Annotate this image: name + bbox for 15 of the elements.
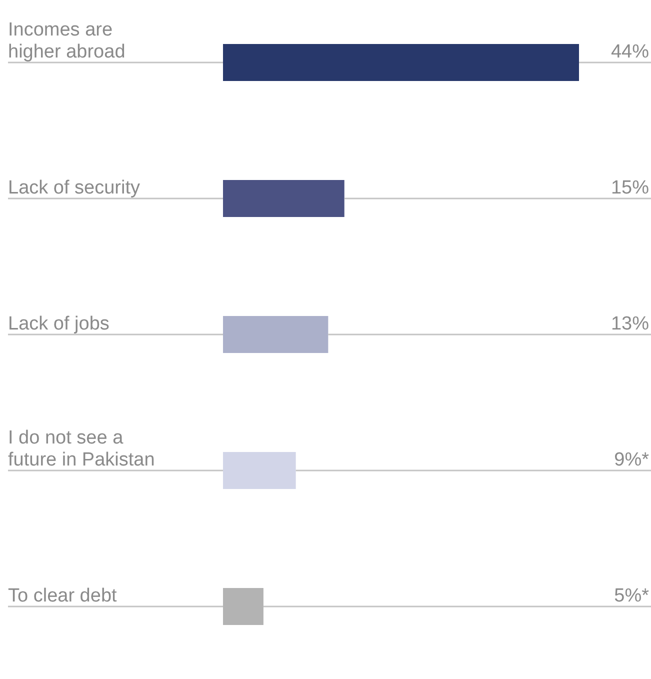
bar <box>223 452 296 489</box>
y-tick-label: Incomes are higher abroad <box>8 20 126 62</box>
bar <box>223 316 328 353</box>
bar <box>223 588 264 625</box>
y-tick-label: Lack of security <box>8 178 140 198</box>
y-tick-label: Lack of jobs <box>8 314 110 334</box>
data-label: 15% <box>610 178 650 198</box>
bar <box>223 44 579 81</box>
data-label: 5%* <box>614 586 650 606</box>
y-tick-label: I do not see a future in Pakistan <box>8 428 155 470</box>
data-label: 9%* <box>614 450 650 470</box>
bar <box>223 180 344 217</box>
y-tick-label: To clear debt <box>8 586 118 606</box>
data-label: 44% <box>610 42 650 62</box>
data-label: 13% <box>610 314 650 334</box>
